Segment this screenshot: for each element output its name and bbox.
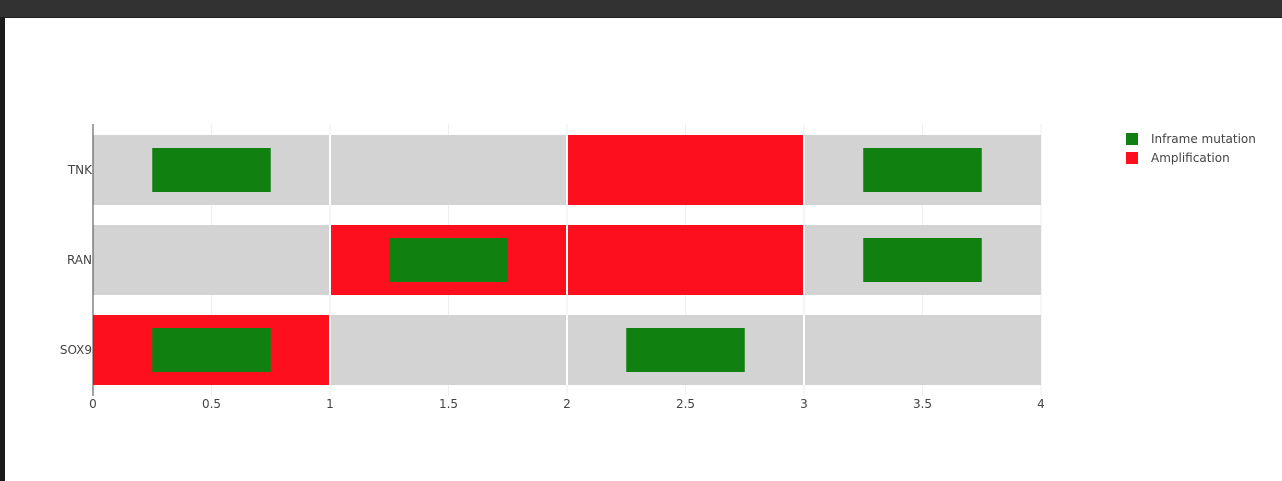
x-tick-label: 1: [326, 397, 334, 411]
x-tick-label: 0: [89, 397, 97, 411]
cell-sox9-sample-2[interactable]: [330, 315, 567, 385]
x-tick-label: 2: [563, 397, 571, 411]
inframe-mutation-bar-tnk[interactable]: [152, 148, 271, 192]
x-tick-label: 0.5: [202, 397, 221, 411]
legend-label-inframe-mutation[interactable]: Inframe mutation: [1151, 132, 1256, 146]
cell-sox9-sample-4[interactable]: [804, 315, 1041, 385]
window-left-edge: [0, 17, 5, 481]
x-tick-label: 1.5: [439, 397, 458, 411]
amplification-bar-ran[interactable]: [567, 225, 804, 295]
inframe-mutation-bar-sox9[interactable]: [626, 328, 745, 372]
window-title-bar: [0, 0, 1282, 18]
cell-ran-sample-1[interactable]: [93, 225, 330, 295]
y-tick-label-tnk: TNK: [67, 163, 93, 177]
inframe-mutation-bars: [152, 148, 982, 372]
amplification-bar-tnk[interactable]: [567, 135, 804, 205]
y-tick-label-ran: RAN: [67, 253, 92, 267]
cell-separators: [329, 135, 805, 385]
x-tick-label: 2.5: [676, 397, 695, 411]
legend: Inframe mutation Amplification: [1126, 132, 1256, 165]
inframe-mutation-bar-sox9[interactable]: [152, 328, 271, 372]
background-cells: [93, 135, 1041, 385]
amplification-bars: [93, 135, 804, 385]
inframe-mutation-bar-ran[interactable]: [389, 238, 508, 282]
x-tick-label: 3: [800, 397, 808, 411]
inframe-mutation-bar-ran[interactable]: [863, 238, 982, 282]
y-tick-label-sox9: SOX9: [60, 343, 92, 357]
legend-swatch-inframe-mutation[interactable]: [1126, 133, 1138, 145]
x-tick-label: 4: [1037, 397, 1045, 411]
cell-tnk-sample-2[interactable]: [330, 135, 567, 205]
legend-label-amplification[interactable]: Amplification: [1151, 151, 1230, 165]
legend-swatch-amplification[interactable]: [1126, 152, 1138, 164]
axes: TNK RAN SOX9 0 0.5 1 1.5 2 2.5 3 3.5 4: [60, 124, 1045, 411]
inframe-mutation-bar-tnk[interactable]: [863, 148, 982, 192]
x-tick-label: 3.5: [913, 397, 932, 411]
